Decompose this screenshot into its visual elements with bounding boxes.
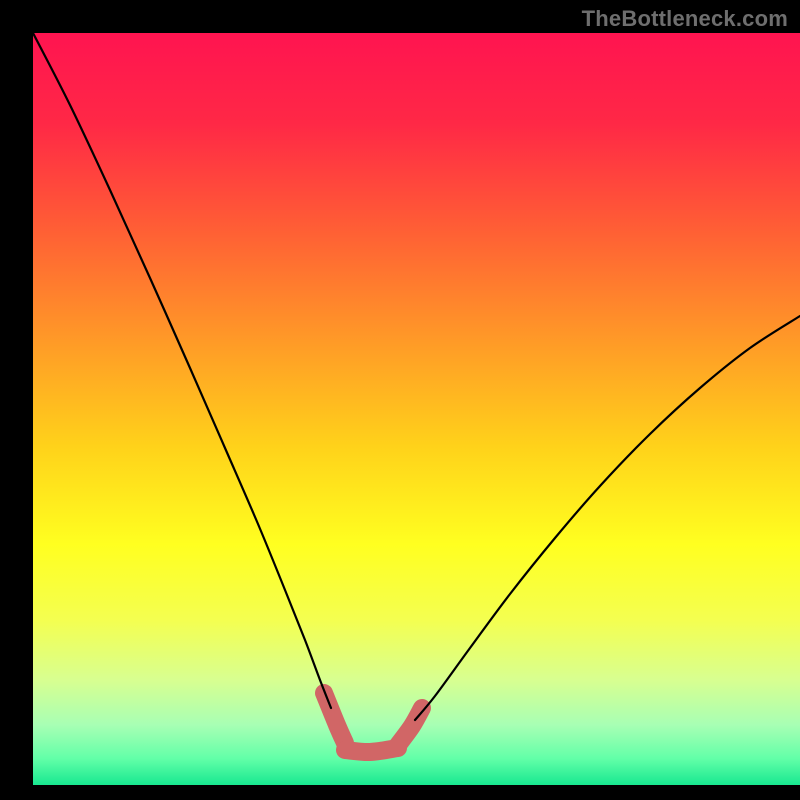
chart-container: TheBottleneck.com: [0, 0, 800, 800]
chart-background-gradient: [33, 33, 800, 785]
watermark-label: TheBottleneck.com: [582, 6, 788, 32]
bottleneck-curve-chart: [0, 0, 800, 800]
